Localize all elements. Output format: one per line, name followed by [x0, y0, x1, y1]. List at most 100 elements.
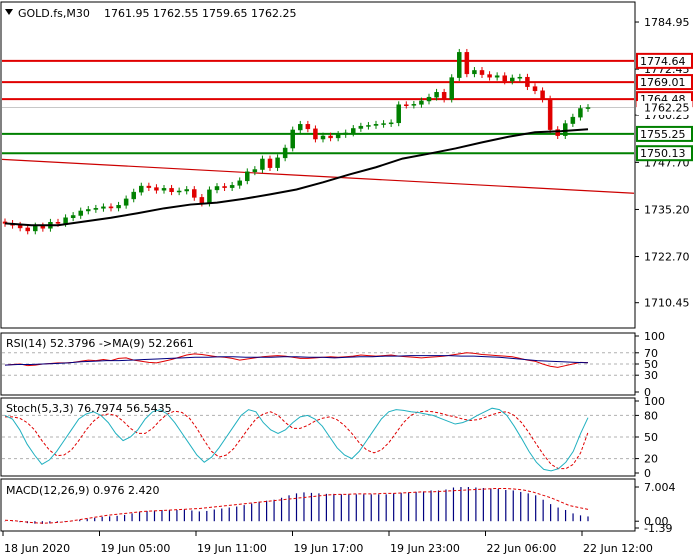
axis-label: 7.004 [644, 481, 676, 494]
price-axis: 1784.951772.451760.251747.701735.201722.… [635, 16, 693, 310]
trendline-segment[interactable] [1, 158, 635, 194]
candle [464, 52, 470, 75]
time-axis: 18 Jun 2020 19 Jun 05:00 19 Jun 11:00 19 Ju… [2, 531, 653, 555]
candle [388, 122, 394, 125]
current-price-tag [636, 101, 693, 116]
axis-label: 50 [644, 431, 658, 444]
candle [55, 222, 61, 224]
price-axis-label: 1784.95 [644, 16, 690, 29]
stoch-k-line [4, 407, 589, 472]
time-axis-label: 22 Jun 06:00 [487, 542, 557, 555]
candle [305, 124, 311, 130]
candle [419, 100, 424, 105]
candle [313, 128, 318, 140]
macd-axis: 7.004 0.00-1.39 [635, 481, 676, 535]
time-axis-label: 19 Jun 11:00 [197, 542, 267, 555]
candle [40, 225, 46, 229]
axis-label: 20 [644, 453, 658, 466]
level-tag [636, 145, 693, 162]
price-axis-label: 1710.45 [644, 297, 690, 310]
candle [192, 189, 197, 198]
candle [275, 157, 280, 168]
candle [441, 92, 447, 100]
candle [502, 75, 507, 82]
candle [381, 123, 386, 125]
collapse-arrow-icon[interactable] [5, 9, 13, 15]
candle [252, 169, 258, 173]
candle [585, 107, 591, 109]
candle [260, 158, 265, 170]
level-tag-label: 1774.64 [640, 55, 686, 68]
price-pane-frame [0, 1, 636, 329]
candle [229, 185, 235, 188]
rsi-line [4, 352, 589, 368]
time-axis-label: 22 Jun 12:00 [583, 542, 653, 555]
axis-label: 0 [644, 386, 651, 399]
candle [472, 70, 477, 75]
axis-label: 100 [644, 395, 665, 408]
candle [184, 189, 189, 192]
stoch-d-line [5, 410, 589, 470]
candle [479, 70, 485, 75]
candle [487, 74, 492, 78]
time-axis-label: 19 Jun 17:00 [294, 542, 364, 555]
time-axis-label: 18 Jun 2020 [4, 542, 70, 555]
candle [290, 129, 295, 149]
candle [116, 205, 121, 209]
level-tag-label: 1769.01 [640, 76, 686, 89]
moving-average-line [4, 128, 589, 227]
macd-histogram [4, 487, 589, 524]
candle [86, 209, 91, 212]
candle [33, 225, 38, 232]
symbol-label: GOLD.fs,M30 [18, 7, 90, 20]
candle [176, 190, 182, 193]
candle [366, 125, 371, 127]
candle [525, 76, 530, 87]
candle [108, 206, 114, 209]
price-axis-label: 1735.20 [644, 203, 690, 216]
candle [320, 135, 326, 140]
price-pane[interactable]: GOLD.fs,M30 1761.95 1762.55 1759.65 1762… [0, 1, 693, 329]
candle [547, 98, 553, 130]
price-levels [2, 59, 634, 155]
candle [449, 77, 454, 100]
axis-label: 80 [644, 409, 658, 422]
candle [78, 210, 83, 216]
candle [237, 180, 242, 186]
macd-pane[interactable]: MACD(12,26,9) 0.976 2.420 7.004 0.00-1.39 [0, 478, 676, 535]
candles [2, 48, 591, 235]
candle [510, 77, 515, 82]
axis-label: 50 [644, 358, 658, 371]
time-axis-label: 19 Jun 05:00 [101, 542, 171, 555]
candle [245, 171, 250, 182]
ohlc-values: 1761.95 1762.55 1759.65 1762.25 [104, 7, 296, 20]
level-tag [636, 52, 693, 69]
candle [207, 189, 212, 204]
candle [335, 134, 341, 139]
candle [131, 191, 136, 200]
axis-label: 0.00 [644, 515, 669, 528]
axis-label: 100 [644, 330, 665, 343]
candle [298, 124, 303, 131]
candle [540, 90, 545, 100]
level-tag [636, 74, 693, 91]
candle [222, 186, 227, 188]
candle [63, 217, 68, 224]
candle [434, 92, 439, 98]
stoch-label: Stoch(5,3,3) 76.7974 56.5435 [6, 402, 172, 415]
candle [494, 75, 500, 78]
candle [351, 128, 356, 134]
macd-pane-frame [0, 478, 636, 532]
candle [570, 116, 576, 124]
trendline[interactable] [1, 158, 635, 194]
candle [267, 158, 273, 168]
candle [93, 208, 99, 210]
candle [146, 185, 152, 188]
rsi-pane[interactable]: RSI(14) 52.3796 ->MA(9) 52.2661 100 70503… [0, 330, 665, 399]
stoch-lines [4, 407, 589, 472]
axis-label: 0 [644, 467, 651, 480]
candle [282, 147, 288, 159]
